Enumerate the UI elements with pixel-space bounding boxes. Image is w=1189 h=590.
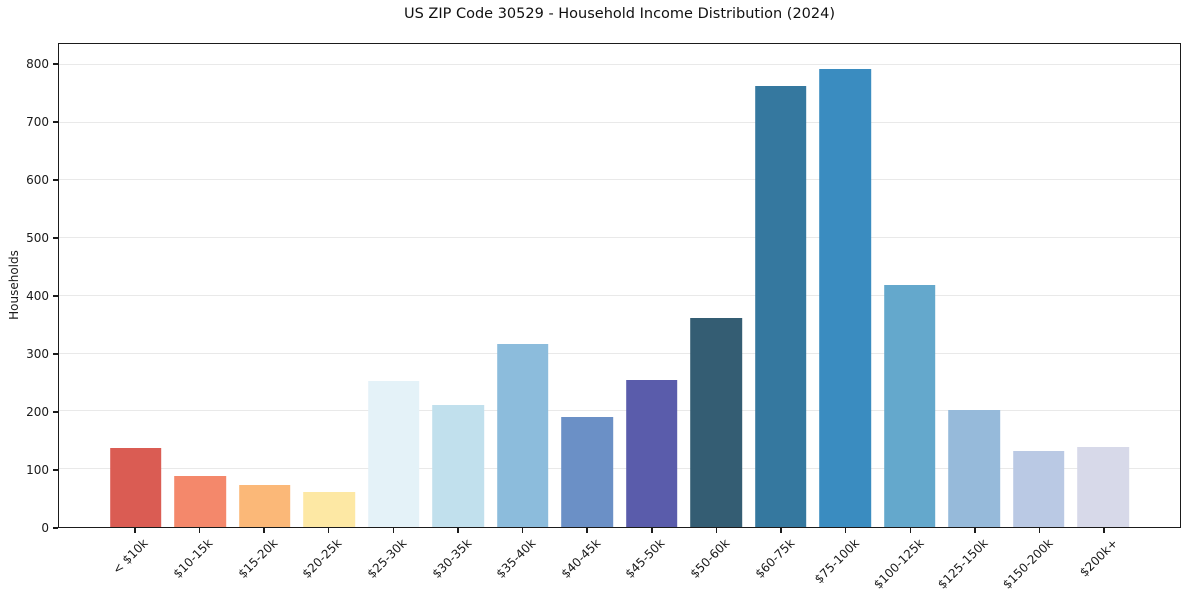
x-tick-mark xyxy=(327,528,330,533)
bar--25-30k xyxy=(367,380,420,527)
bar--150-200k xyxy=(1012,450,1065,527)
x-tick-label: $30-35k xyxy=(429,536,474,581)
gridline-y-600 xyxy=(59,179,1180,181)
gridline-y-700 xyxy=(59,121,1180,123)
x-tick-label: $10-15k xyxy=(170,536,216,581)
y-tick-mark xyxy=(53,295,58,297)
y-tick-mark xyxy=(53,121,58,123)
x-tick-label: $200k+ xyxy=(1076,536,1121,580)
bar--60-75k xyxy=(754,86,807,527)
x-tick-mark xyxy=(1103,528,1105,533)
x-tick-mark xyxy=(780,528,782,533)
y-tick-label: 400 xyxy=(26,288,49,303)
x-tick-mark xyxy=(586,528,588,533)
y-axis-label: Households xyxy=(7,250,21,320)
x-tick-label: < $10k xyxy=(109,536,151,577)
x-tick-mark xyxy=(1038,528,1041,533)
x-tick-label: $50-60k xyxy=(687,536,733,581)
y-tick-label: 200 xyxy=(26,404,49,419)
y-tick-label: 0 xyxy=(41,521,49,535)
x-tick-label: $60-75k xyxy=(752,536,797,581)
gridline-y-800 xyxy=(59,63,1180,65)
x-tick-label: $20-25k xyxy=(299,536,345,581)
gridline-y-300 xyxy=(59,352,1180,354)
x-tick-label: $125-150k xyxy=(935,536,991,590)
y-tick-mark xyxy=(53,469,58,471)
chart-title: US ZIP Code 30529 - Household Income Dis… xyxy=(403,6,836,22)
y-tick-mark xyxy=(53,527,58,529)
x-tick-mark xyxy=(521,528,524,533)
x-tick-mark xyxy=(263,528,265,533)
bar--20-25k xyxy=(303,492,356,527)
y-tick-mark xyxy=(53,353,58,355)
bar--35-40k xyxy=(496,343,549,527)
bar--125-150k xyxy=(948,410,1001,527)
bar--50-60k xyxy=(690,317,743,527)
x-tick-mark xyxy=(715,528,718,533)
x-tick-label: $45-50k xyxy=(622,536,668,581)
x-tick-mark xyxy=(651,528,653,533)
bar--75-100k xyxy=(819,68,872,527)
bar--15-20k xyxy=(238,485,291,527)
gridline-y-200 xyxy=(59,410,1180,412)
gridline-y-500 xyxy=(59,237,1180,239)
x-tick-mark xyxy=(392,528,395,533)
x-tick-mark xyxy=(134,528,136,533)
x-tick-mark xyxy=(457,528,459,533)
gridline-y-400 xyxy=(59,294,1180,296)
y-tick-label: 100 xyxy=(26,462,49,477)
x-tick-label: $25-30k xyxy=(364,536,410,581)
x-tick-mark xyxy=(909,528,911,533)
y-tick-mark xyxy=(53,411,58,413)
plot-area xyxy=(58,43,1181,528)
y-tick-label: 700 xyxy=(26,114,49,129)
y-tick-label: 300 xyxy=(26,346,49,361)
x-tick-label: $75-100k xyxy=(811,536,862,587)
bar--45-50k xyxy=(625,379,678,527)
y-tick-label: 500 xyxy=(26,230,49,245)
x-tick-label: $150-200k xyxy=(999,536,1056,590)
x-tick-mark xyxy=(198,528,201,533)
x-tick-label: $40-45k xyxy=(558,536,604,581)
y-tick-label: 600 xyxy=(26,172,49,187)
bar--10k xyxy=(109,448,162,527)
bar--10-15k xyxy=(174,475,227,527)
y-tick-mark xyxy=(53,63,58,65)
bar--40-45k xyxy=(561,416,614,527)
x-tick-label: $15-20k xyxy=(235,536,281,581)
bar--30-35k xyxy=(432,404,485,527)
x-tick-label: $100-125k xyxy=(870,536,927,590)
x-tick-label: $35-40k xyxy=(493,536,539,581)
bar--200k+ xyxy=(1077,446,1130,527)
x-tick-mark xyxy=(974,528,976,533)
y-tick-mark xyxy=(53,179,58,181)
x-tick-mark xyxy=(844,528,847,533)
y-tick-mark xyxy=(53,237,58,239)
gridline-y-100 xyxy=(59,468,1180,470)
y-tick-label: 800 xyxy=(26,56,49,71)
bar--100-125k xyxy=(883,284,936,527)
